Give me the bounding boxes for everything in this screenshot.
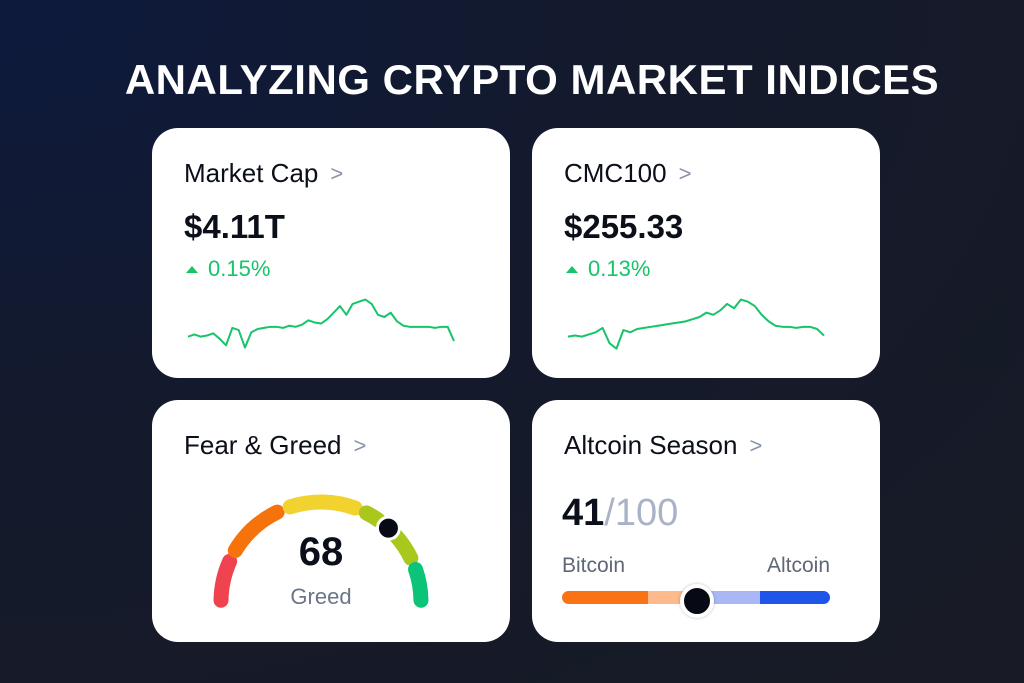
market-cap-card[interactable]: Market Cap > $4.11T 0.15% [152,128,510,378]
altcoin-season-title: Altcoin Season [564,430,738,460]
triangle-up-icon [566,265,578,273]
market-cap-title: Market Cap [184,158,319,188]
market-cap-change: 0.15% [208,256,271,281]
gauge-segment-red [213,553,238,608]
altcoin-season-header[interactable]: Altcoin Season > [564,430,762,461]
fear-greed-value: 68 [298,530,344,574]
bar-bitcoin-segment [562,591,648,604]
altcoin-season-max: /100 [604,492,679,534]
fear-greed-card[interactable]: Fear & Greed > 68 Greed [152,400,510,642]
gauge-segment-lime [358,505,386,528]
fear-greed-gauge [213,494,429,608]
cmc100-title: CMC100 [564,158,667,188]
bar-altcoin-segment [760,591,830,604]
cmc100-change: 0.13% [588,256,651,281]
altcoin-label: Altcoin [766,554,830,577]
sparkline-path [187,298,455,349]
altcoin-season-knob [680,584,714,618]
gauge-indicator [375,515,401,541]
market-cap-value: $4.11T [184,208,285,245]
altcoin-season-card[interactable]: Altcoin Season > 41/100 Bitcoin Altcoin [532,400,880,642]
chevron-right-icon: > [749,432,763,458]
bitcoin-label: Bitcoin [562,554,626,577]
chevron-right-icon: > [678,160,692,186]
cmc100-sparkline [567,298,825,350]
sparkline-path [567,298,825,350]
gauge-segment-yellow [282,494,363,516]
altcoin-season-index: 41/100 [562,492,678,535]
triangle-up-icon [186,265,198,273]
market-cap-header[interactable]: Market Cap > [184,158,343,189]
cmc100-value: $255.33 [564,208,684,245]
gauge-segment-green [408,561,429,608]
market-cap-sparkline [187,298,455,349]
page-title: ANALYZING CRYPTO MARKET INDICES [124,56,940,103]
fear-greed-header[interactable]: Fear & Greed > [184,430,366,461]
chevron-right-icon: > [330,160,344,186]
gauge-segment-orange [227,504,285,558]
altcoin-season-value: 41 [562,492,605,534]
chevron-right-icon: > [353,432,367,458]
fear-greed-title: Fear & Greed [184,430,342,460]
cmc100-card[interactable]: CMC100 > $255.33 0.13% [532,128,880,378]
cmc100-header[interactable]: CMC100 > [564,158,691,189]
fear-greed-status: Greed [290,584,352,609]
